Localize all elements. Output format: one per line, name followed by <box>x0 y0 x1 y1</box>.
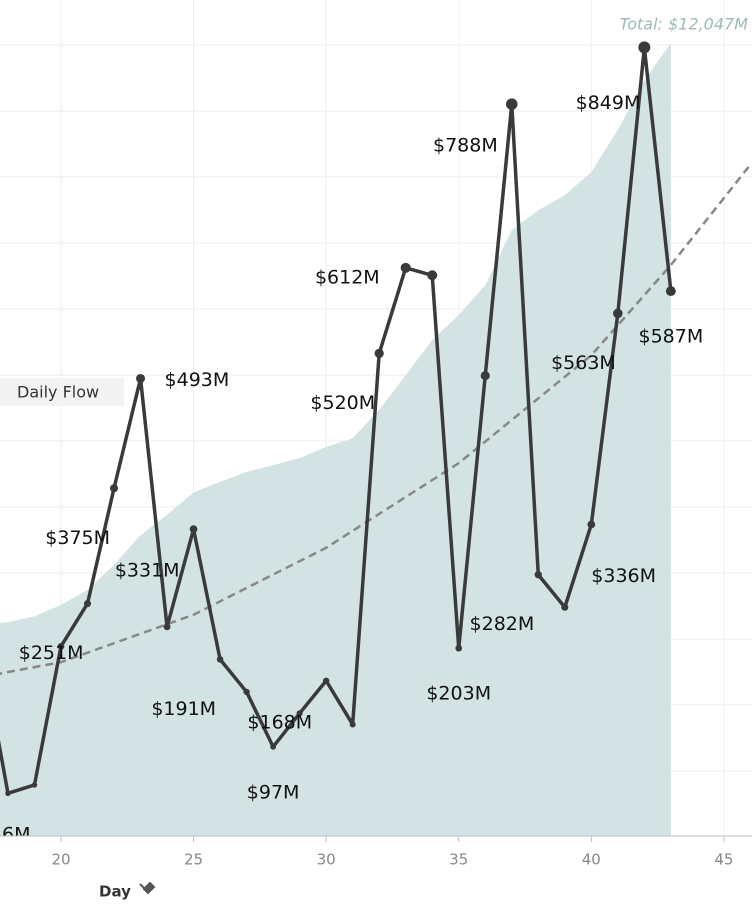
data-label: $251M <box>19 642 84 664</box>
data-label: $191M <box>151 698 216 720</box>
point <box>349 721 356 728</box>
series-label-box <box>0 378 124 406</box>
point <box>243 688 250 696</box>
point <box>163 623 171 631</box>
point <box>455 644 463 652</box>
data-label: $203M <box>426 683 491 705</box>
point <box>480 371 490 381</box>
point <box>374 348 384 359</box>
point <box>322 677 330 684</box>
plot-area: $204M$56M$251M$375M$493M$331M$191M$97M$1… <box>0 41 752 845</box>
data-label: $788M <box>433 135 498 157</box>
point <box>31 782 38 788</box>
point <box>400 262 411 273</box>
series-label: Daily Flow <box>17 383 99 402</box>
x-tick-label: 40 <box>582 851 601 869</box>
x-tick-label: 45 <box>714 851 733 869</box>
data-label: $168M <box>247 711 312 733</box>
point <box>561 603 569 611</box>
total-annotation: Total: $12,047M <box>619 15 748 34</box>
point <box>109 484 119 493</box>
point <box>83 600 92 608</box>
data-label: $493M <box>165 369 230 391</box>
point <box>136 373 146 384</box>
point <box>665 286 676 297</box>
point <box>638 41 651 54</box>
data-label: $331M <box>115 560 180 582</box>
data-label: $587M <box>638 326 703 348</box>
data-label: $849M <box>576 92 641 114</box>
data-label: $563M <box>551 352 616 374</box>
point <box>587 520 596 529</box>
cumulative-area <box>0 43 671 836</box>
data-label: $97M <box>247 781 300 803</box>
data-label: $520M <box>310 392 375 414</box>
point <box>216 656 224 663</box>
data-label: $612M <box>315 266 380 288</box>
data-label: $56M <box>0 823 30 845</box>
x-tick-label: 30 <box>317 851 336 869</box>
point <box>57 643 65 650</box>
x-tick-label: 35 <box>449 851 468 869</box>
point <box>296 710 303 717</box>
data-label: $375M <box>45 527 110 549</box>
x-tick-label: 20 <box>51 851 70 869</box>
x-tick-label: 25 <box>184 851 203 869</box>
trend-line <box>0 163 752 675</box>
x-axis-label: Day <box>99 883 131 901</box>
point <box>189 525 198 534</box>
point <box>270 743 277 750</box>
point <box>5 790 11 796</box>
point <box>613 308 623 319</box>
data-label: $336M <box>591 565 656 587</box>
pin-icon <box>139 881 156 895</box>
data-label: $282M <box>470 613 535 635</box>
point <box>534 571 542 579</box>
point <box>427 270 438 281</box>
point <box>506 98 518 110</box>
